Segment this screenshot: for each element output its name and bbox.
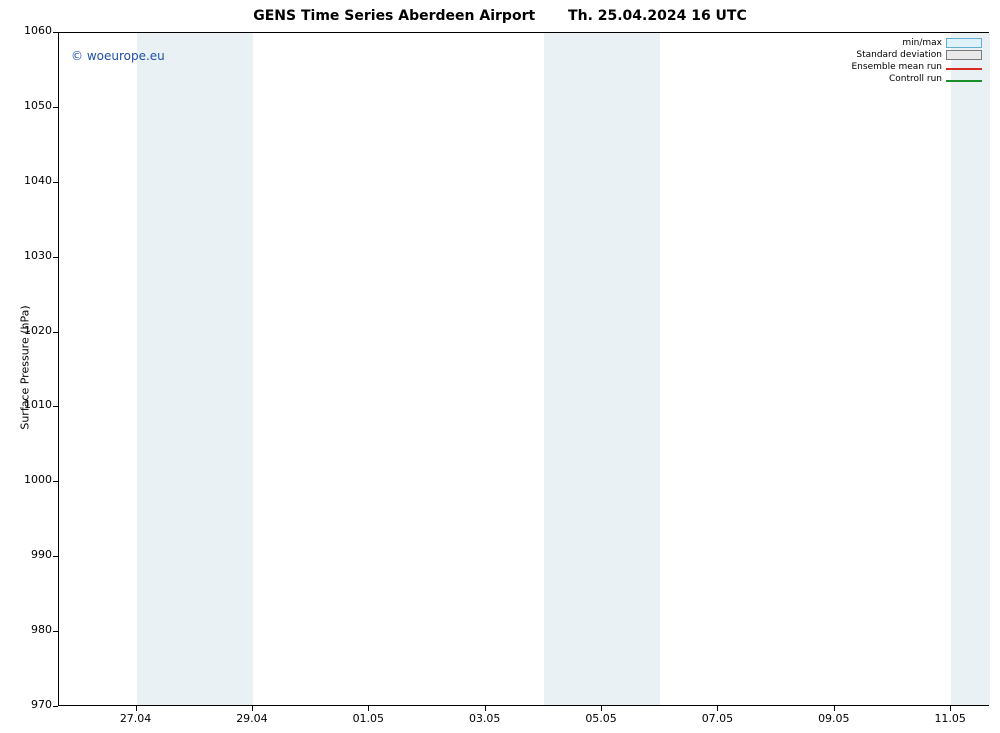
y-tick-mark <box>53 182 58 183</box>
legend-label: min/max <box>902 38 946 48</box>
title-location: Aberdeen Airport <box>398 8 535 24</box>
title-datetime: Th. 25.04.2024 16 UTC <box>568 8 747 24</box>
legend-label: Controll run <box>889 74 946 84</box>
legend-label: Ensemble mean run <box>852 62 947 72</box>
y-tick-label: 1000 <box>2 473 52 486</box>
x-tick-mark <box>368 706 369 711</box>
x-tick-label: 29.04 <box>222 712 282 725</box>
x-tick-label: 01.05 <box>338 712 398 725</box>
legend-item: min/max <box>852 37 983 49</box>
y-tick-label: 980 <box>2 623 52 636</box>
y-tick-label: 970 <box>2 698 52 711</box>
legend-swatch <box>946 50 982 60</box>
x-tick-mark <box>136 706 137 711</box>
weekend-band <box>951 33 990 705</box>
legend-item: Standard deviation <box>852 49 983 61</box>
weekend-band <box>544 33 660 705</box>
legend-swatch <box>946 80 982 82</box>
plot-area: © woeurope.eu min/max Standard deviation E… <box>58 32 989 706</box>
chart-title: GENS Time Series Aberdeen Airport Th. 25… <box>0 8 1000 24</box>
y-tick-label: 1030 <box>2 249 52 262</box>
x-tick-mark <box>834 706 835 711</box>
weekend-band <box>137 33 253 705</box>
legend-swatch <box>946 38 982 48</box>
watermark: © woeurope.eu <box>71 49 165 63</box>
y-tick-mark <box>53 406 58 407</box>
x-tick-mark <box>485 706 486 711</box>
legend-item: Ensemble mean run <box>852 61 983 73</box>
y-tick-mark <box>53 631 58 632</box>
legend-item: Controll run <box>852 73 983 85</box>
y-axis-label: Surface Pressure (hPa) <box>19 288 32 448</box>
y-tick-mark <box>53 32 58 33</box>
legend-swatch <box>946 68 982 70</box>
x-tick-mark <box>601 706 602 711</box>
x-tick-label: 27.04 <box>106 712 166 725</box>
y-tick-mark <box>53 481 58 482</box>
y-tick-label: 1060 <box>2 24 52 37</box>
y-tick-mark <box>53 556 58 557</box>
chart-container: GENS Time Series Aberdeen Airport Th. 25… <box>0 0 1000 733</box>
title-prefix: GENS Time Series <box>253 8 393 24</box>
x-tick-label: 09.05 <box>804 712 864 725</box>
x-tick-mark <box>950 706 951 711</box>
y-tick-label: 1040 <box>2 174 52 187</box>
y-tick-mark <box>53 257 58 258</box>
y-tick-label: 990 <box>2 548 52 561</box>
x-tick-mark <box>252 706 253 711</box>
y-tick-mark <box>53 706 58 707</box>
y-tick-mark <box>53 107 58 108</box>
x-tick-label: 03.05 <box>455 712 515 725</box>
x-tick-mark <box>717 706 718 711</box>
legend-label: Standard deviation <box>856 50 946 60</box>
legend: min/max Standard deviation Ensemble mean r… <box>852 37 983 85</box>
title-prefix-and-location: GENS Time Series Aberdeen Airport <box>253 8 535 24</box>
x-tick-label: 07.05 <box>687 712 747 725</box>
x-tick-label: 05.05 <box>571 712 631 725</box>
y-tick-label: 1050 <box>2 99 52 112</box>
y-tick-mark <box>53 332 58 333</box>
x-tick-label: 11.05 <box>920 712 980 725</box>
